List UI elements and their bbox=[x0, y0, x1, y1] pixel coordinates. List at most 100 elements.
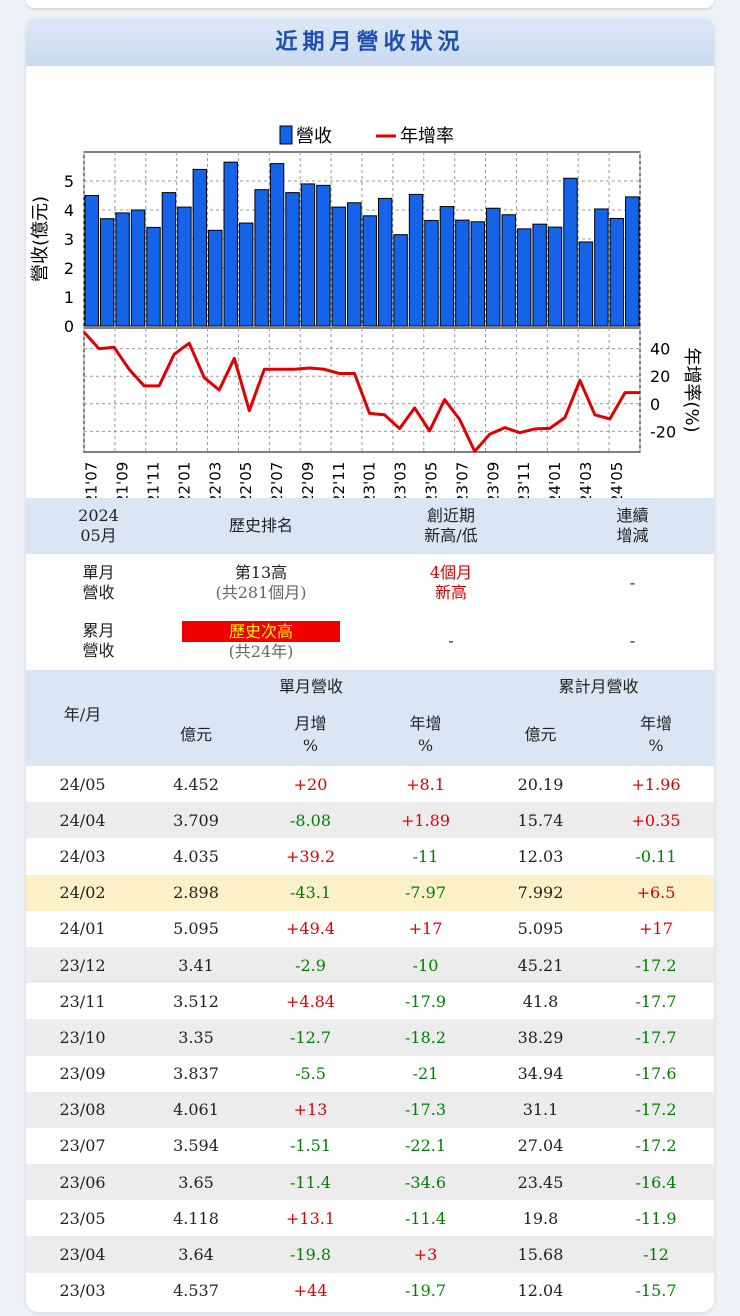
cum-rank-total: (共24年) bbox=[228, 641, 294, 661]
row-month: 23/05 bbox=[59, 1208, 106, 1228]
revenue-tick-label: 5 bbox=[64, 172, 74, 191]
row-cum-yoy: -17.7 bbox=[635, 991, 677, 1011]
table-row: 23/12 3.41 -2.9 -10 45.21 -17.2 bbox=[26, 946, 714, 984]
row-revenue: 4.452 bbox=[173, 774, 219, 794]
row-cum-revenue: 5.095 bbox=[517, 919, 564, 939]
row-yoy: -10 bbox=[412, 955, 439, 975]
revenue-bar bbox=[130, 209, 146, 327]
x-tick-label: 23'07 bbox=[453, 462, 471, 498]
legend-revenue-swatch bbox=[279, 125, 293, 145]
revenue-bar bbox=[347, 202, 362, 327]
revenue-bar bbox=[424, 219, 439, 327]
x-tick-label: 22'03 bbox=[206, 462, 224, 498]
revenue-bar bbox=[269, 163, 285, 327]
row-cum-yoy: +1.96 bbox=[631, 774, 681, 794]
revenue-axis-label: 營收(億元) bbox=[30, 196, 51, 282]
revenue-bar bbox=[470, 221, 486, 327]
x-tick-label: 23'01 bbox=[361, 462, 379, 498]
row-revenue: 5.095 bbox=[173, 919, 219, 939]
row-month: 23/04 bbox=[59, 1245, 106, 1265]
row-revenue: 4.061 bbox=[173, 1100, 219, 1120]
x-tick-label: 21'09 bbox=[114, 462, 132, 498]
revenue-bar bbox=[146, 226, 161, 327]
row-cum-yoy: -17.2 bbox=[635, 955, 677, 975]
row-mom: -11.4 bbox=[289, 1172, 332, 1192]
row-month: 24/04 bbox=[59, 810, 106, 830]
row-mom: -12.7 bbox=[289, 1027, 332, 1047]
x-tick-label: 22'09 bbox=[299, 462, 317, 498]
th-cum-yoy-pct: % bbox=[648, 736, 664, 755]
yoy-tick-label: 0 bbox=[650, 395, 660, 414]
row-month: 23/10 bbox=[59, 1027, 106, 1047]
period-year: 2024 bbox=[78, 506, 119, 525]
table-row: 23/09 3.837 -5.5 -21 34.94 -17.6 bbox=[26, 1056, 714, 1092]
revenue-tick-label: 1 bbox=[64, 288, 74, 307]
row-yoy: -19.7 bbox=[404, 1281, 447, 1301]
row-yoy: -18.2 bbox=[404, 1027, 447, 1047]
revenue-bar bbox=[161, 192, 177, 327]
yoy-tick-label: 20 bbox=[650, 367, 670, 386]
revenue-bar bbox=[285, 192, 300, 327]
revenue-bar bbox=[115, 212, 130, 327]
row-revenue: 3.594 bbox=[173, 1136, 219, 1156]
revenue-bar bbox=[532, 223, 547, 327]
revenue-bar bbox=[501, 214, 516, 327]
cum-rank: 歷史次高 (共24年) bbox=[171, 620, 351, 662]
revenue-bar bbox=[563, 177, 578, 327]
row-cum-revenue: 20.19 bbox=[517, 774, 564, 794]
th-monthly: 單月營收 bbox=[278, 677, 343, 696]
row-revenue: 3.709 bbox=[173, 810, 219, 830]
th-month: 年/月 bbox=[63, 705, 102, 724]
table-row: 24/03 4.035 +39.2 -11 12.03 -0.11 bbox=[26, 838, 714, 874]
row-month: 23/09 bbox=[59, 1064, 106, 1084]
revenue-bar bbox=[578, 241, 594, 327]
row-cum-yoy: -16.4 bbox=[635, 1172, 677, 1192]
th-yoy: 年增% bbox=[368, 713, 483, 757]
row-cum-yoy: +17 bbox=[639, 919, 673, 939]
monthly-recent: 4個月 新高 bbox=[351, 563, 551, 603]
monthly-label: 單月 營收 bbox=[26, 563, 171, 603]
revenue-bar bbox=[594, 208, 609, 327]
row-yoy: -11 bbox=[412, 846, 439, 866]
th-yoy-label: 年增 bbox=[409, 714, 442, 733]
summary-header: 2024 05月 歷史排名 創近期 新高/低 連續 增減 bbox=[26, 498, 714, 554]
row-yoy: -11.4 bbox=[404, 1208, 447, 1228]
th-cumulative: 累計月營收 bbox=[558, 677, 639, 696]
monthly-label-line1: 單月 bbox=[82, 563, 115, 582]
monthly-rank-value: 第13高 bbox=[234, 563, 288, 582]
revenue-tick-label: 3 bbox=[64, 230, 74, 249]
row-mom: +13.1 bbox=[285, 1208, 336, 1228]
th-cum-yoy-label: 年增 bbox=[639, 714, 672, 733]
row-revenue: 3.64 bbox=[178, 1245, 214, 1265]
row-month: 23/06 bbox=[59, 1172, 106, 1192]
row-yoy: -34.6 bbox=[404, 1172, 447, 1192]
row-cum-revenue: 27.04 bbox=[517, 1136, 564, 1156]
row-yoy: -22.1 bbox=[404, 1136, 447, 1156]
monthly-recent-line1: 4個月 bbox=[429, 563, 473, 582]
row-revenue: 3.41 bbox=[178, 955, 214, 975]
monthly-label-line2: 營收 bbox=[82, 583, 115, 602]
row-mom: +49.4 bbox=[285, 919, 336, 939]
row-mom: +39.2 bbox=[285, 846, 336, 866]
summary-row-monthly: 單月 營收 第13高 (共281個月) 4個月 新高 - bbox=[26, 554, 714, 612]
table-row: 24/05 4.452 +20 +8.1 20.19 +1.96 bbox=[26, 766, 714, 802]
row-mom: -1.51 bbox=[289, 1136, 332, 1156]
revenue-bar bbox=[377, 197, 393, 327]
row-revenue: 3.35 bbox=[178, 1027, 214, 1047]
revenue-bar bbox=[408, 193, 424, 327]
monthly-recent-line2: 新高 bbox=[434, 583, 467, 602]
revenue-bar bbox=[362, 215, 377, 327]
row-cum-revenue: 38.29 bbox=[517, 1027, 564, 1047]
row-revenue: 4.537 bbox=[173, 1281, 219, 1301]
th-mom-pct: % bbox=[302, 736, 319, 755]
row-mom: -43.1 bbox=[289, 883, 332, 903]
monthly-revenue-panel: 近期月營收狀況 營收 年增率 0 1 2 3 4 5 40 20 0 -20 21'07 21'09 21'… bbox=[26, 18, 714, 1312]
row-cum-yoy: +6.5 bbox=[636, 883, 676, 903]
revenue-bar bbox=[208, 229, 223, 327]
row-cum-yoy: -17.7 bbox=[635, 1027, 677, 1047]
row-mom: -2.9 bbox=[295, 955, 326, 975]
revenue-bar bbox=[223, 161, 238, 327]
row-mom: -19.8 bbox=[289, 1245, 332, 1265]
x-tick-label: 23'09 bbox=[484, 462, 502, 498]
revenue-bar bbox=[439, 206, 455, 327]
